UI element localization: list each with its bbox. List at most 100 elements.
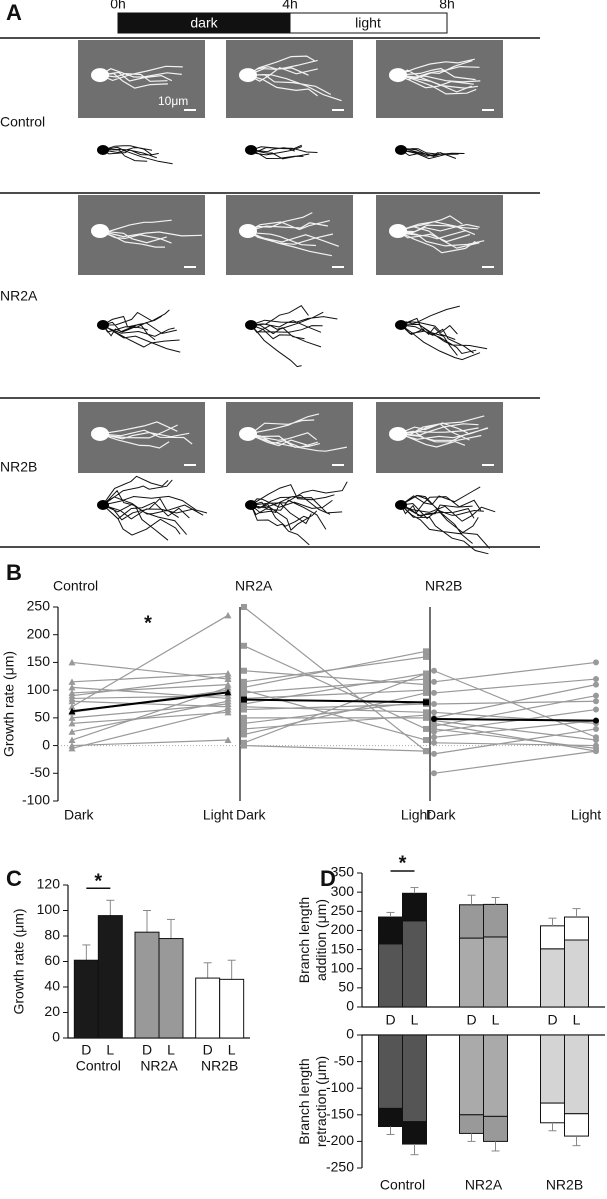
row-label: NR2B (0, 459, 37, 475)
cell-line (243, 650, 427, 688)
y-tick-label: 300 (331, 883, 355, 899)
x-tick-label: L (573, 1012, 581, 1028)
traced-soma (97, 320, 109, 330)
soma (389, 426, 407, 441)
point (593, 676, 599, 683)
x-tick-label: Dark (426, 807, 457, 823)
bar-segment (564, 916, 589, 941)
x-tick-label: Light (203, 807, 233, 823)
bar-segment (540, 948, 565, 1008)
cell-line (433, 695, 597, 727)
x-tick-label: D (142, 1042, 152, 1058)
dendrites (397, 58, 481, 95)
dendrites (397, 215, 485, 254)
y-tick-label: 0 (52, 1029, 60, 1045)
traced-soma (245, 320, 257, 330)
bar (158, 938, 184, 1039)
bar-segment (378, 1034, 403, 1109)
point (68, 714, 76, 721)
group-label: Control (76, 1058, 121, 1074)
point (423, 699, 429, 706)
point (593, 717, 599, 724)
bar-segment (540, 1034, 565, 1104)
cell-line (71, 684, 229, 694)
x-tick-label: D (547, 1012, 557, 1028)
chart-title: NR2B (425, 578, 462, 594)
point (68, 697, 76, 705)
x-tick-label: Light (571, 807, 601, 823)
point (431, 770, 437, 777)
x-tick-label: Light (401, 807, 431, 823)
cell-line (433, 661, 597, 683)
point (593, 659, 599, 666)
bar-segment (540, 1102, 565, 1124)
cell-line (433, 684, 597, 719)
separators (0, 37, 540, 548)
point (423, 712, 429, 719)
point (593, 698, 599, 705)
cell-line (243, 606, 427, 752)
phase-label: dark (190, 15, 218, 31)
bar (134, 931, 160, 1039)
panel-label: B (6, 560, 22, 585)
x-tick-label: L (228, 1042, 236, 1058)
x-tick-label: D (203, 1042, 213, 1058)
point (224, 611, 232, 619)
point (423, 689, 429, 696)
point (68, 728, 76, 735)
point (593, 737, 599, 744)
point (68, 707, 76, 715)
cell-line (71, 739, 229, 747)
point (241, 678, 247, 685)
significance: * (94, 871, 102, 893)
y-tick-label: 60 (44, 952, 60, 968)
bar-segment (402, 1034, 427, 1123)
bar-segment (540, 925, 565, 950)
point (593, 748, 599, 755)
point (241, 720, 247, 727)
x-tick-label: Dark (236, 807, 267, 823)
cell-line (433, 711, 597, 724)
point (224, 697, 232, 705)
traced-soma (395, 145, 407, 155)
significance: * (144, 612, 152, 634)
y-tick-label: 120 (37, 876, 61, 892)
panel-label: C (6, 866, 22, 891)
cell-line (71, 691, 229, 713)
point (423, 725, 429, 732)
micrographs (78, 40, 503, 555)
bar-segment (483, 903, 508, 938)
tracing (400, 305, 488, 361)
point (241, 696, 247, 703)
bar (219, 978, 245, 1039)
group-label: Control (380, 1177, 425, 1193)
x-tick-label: D (385, 1012, 395, 1028)
point (423, 676, 429, 683)
bar-segment (402, 920, 427, 1008)
bar-segment (564, 1113, 589, 1137)
cell-line (243, 672, 427, 744)
point (423, 648, 429, 655)
point (593, 706, 599, 713)
significance: * (399, 852, 407, 874)
y-axis-title: Growth rate (μm) (11, 908, 27, 1014)
point (224, 706, 232, 713)
traced-soma (97, 500, 109, 510)
bar-segment (378, 916, 403, 945)
x-tick-label: L (167, 1042, 175, 1058)
bar-segment (483, 1034, 508, 1117)
panel-label: A (6, 0, 22, 25)
y-tick-label: 200 (27, 625, 51, 641)
tracing (400, 486, 496, 555)
cell-line (243, 678, 427, 694)
point (241, 742, 247, 749)
cell-line (433, 722, 597, 752)
soma (91, 224, 109, 238)
y-tick-label: 20 (44, 1003, 60, 1019)
scale-label: 10μm (158, 94, 188, 108)
cell-line (433, 720, 597, 741)
point (68, 683, 76, 691)
point (224, 683, 232, 691)
cell-line (433, 700, 597, 705)
